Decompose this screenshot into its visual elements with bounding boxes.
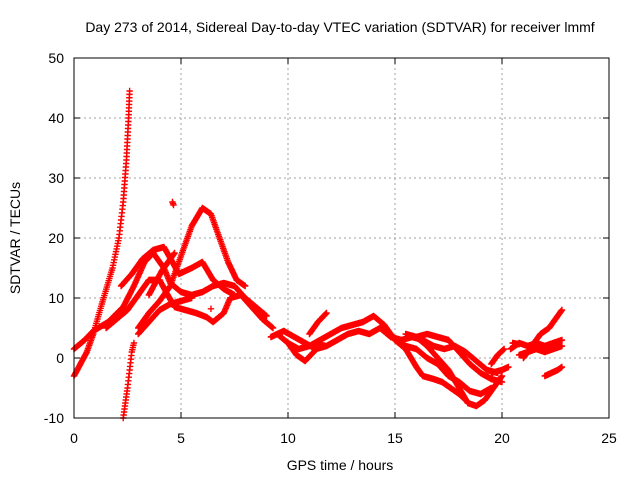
data-point-marker xyxy=(500,345,508,353)
series-arc-24 xyxy=(509,339,523,348)
data-point-marker xyxy=(231,291,238,299)
x-tick-label: 5 xyxy=(177,430,185,446)
series-arc-16 xyxy=(488,345,508,368)
series-arc-7 xyxy=(135,294,195,338)
series-arc-3 xyxy=(102,276,277,332)
y-tick-label: 40 xyxy=(48,110,64,126)
y-tick-label: 10 xyxy=(48,290,64,306)
series-arc-8 xyxy=(145,249,178,299)
data-point-marker xyxy=(515,341,523,348)
series-arc-22 xyxy=(207,305,215,312)
chart-title: Day 273 of 2014, Sidereal Day-to-day VTE… xyxy=(85,19,594,35)
axis-ticks xyxy=(73,57,610,419)
x-tick-label: 15 xyxy=(387,430,403,446)
y-axis-tick-labels: -10 0 10 20 30 40 50 xyxy=(44,50,64,426)
data-point-marker xyxy=(126,87,133,95)
series-arc-20 xyxy=(541,363,566,380)
data-point-marker xyxy=(323,309,330,317)
series-arc-9 xyxy=(274,312,495,398)
y-tick-label: 20 xyxy=(48,230,64,246)
data-point-marker xyxy=(498,372,506,380)
data-point-marker xyxy=(242,282,249,290)
data-point-marker xyxy=(170,201,177,209)
data-point-marker xyxy=(498,378,506,386)
x-tick-label: 25 xyxy=(601,430,617,446)
data-point-marker xyxy=(558,363,566,371)
data-point-marker xyxy=(558,306,566,314)
y-tick-label: 0 xyxy=(56,350,64,366)
series-arc-12 xyxy=(306,309,330,338)
data-point-marker xyxy=(130,339,138,347)
y-axis-label: SDTVAR / TECUs xyxy=(7,182,23,294)
data-point-marker xyxy=(171,249,178,257)
data-point-marker xyxy=(263,312,270,320)
x-tick-label: 20 xyxy=(494,430,510,446)
x-axis-label: GPS time / hours xyxy=(287,457,394,473)
x-tick-label: 10 xyxy=(280,430,296,446)
data-point-marker xyxy=(505,363,512,371)
data-point-marker xyxy=(462,396,469,404)
data-point-marker xyxy=(558,342,566,350)
y-tick-label: 50 xyxy=(48,50,64,66)
series-arc-21 xyxy=(169,198,177,209)
data-point-marker xyxy=(558,336,566,344)
series-arc-11 xyxy=(284,339,326,365)
data-point-marker xyxy=(207,305,215,312)
data-points xyxy=(70,87,566,422)
series-arc-6 xyxy=(120,339,138,422)
x-tick-label: 0 xyxy=(70,430,78,446)
x-axis-tick-labels: 0 5 10 15 20 25 xyxy=(70,430,617,446)
series-arc-23 xyxy=(488,363,512,377)
data-point-marker xyxy=(319,339,326,347)
data-point-marker xyxy=(269,324,277,332)
y-tick-label: -10 xyxy=(44,410,64,426)
series-arc-14 xyxy=(391,336,469,404)
series-arc-19 xyxy=(520,306,566,362)
series-arc-15 xyxy=(402,330,506,386)
series-arc-1 xyxy=(70,87,133,380)
grid-lines xyxy=(74,58,609,418)
y-tick-label: 30 xyxy=(48,170,64,186)
data-point-marker xyxy=(188,294,195,302)
